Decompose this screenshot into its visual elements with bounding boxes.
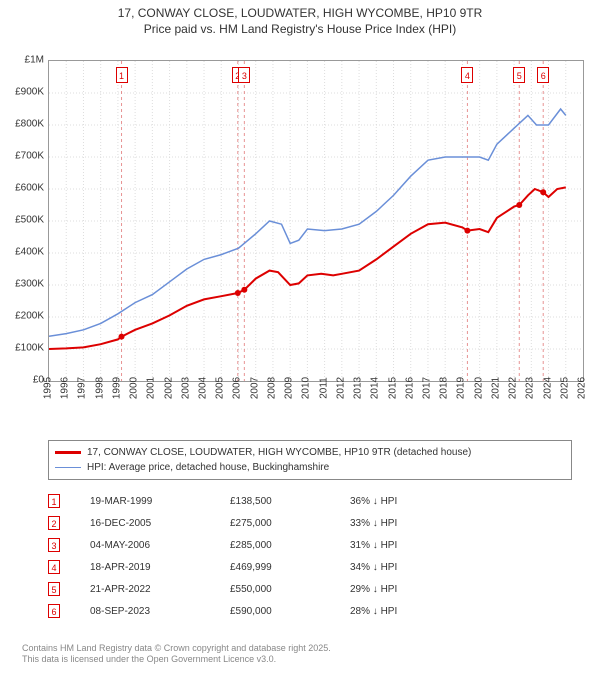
tx-date: 16-DEC-2005 bbox=[90, 518, 230, 529]
legend-swatch-property bbox=[55, 451, 81, 454]
tx-diff: 34% ↓ HPI bbox=[350, 562, 450, 573]
x-axis-label: 1999 bbox=[111, 377, 122, 399]
y-axis-label: £200K bbox=[0, 311, 44, 322]
x-axis-label: 2007 bbox=[249, 377, 260, 399]
x-axis-label: 2009 bbox=[284, 377, 295, 399]
y-axis-label: £800K bbox=[0, 119, 44, 130]
x-axis-label: 1996 bbox=[60, 377, 71, 399]
chart-marker: 1 bbox=[116, 67, 128, 83]
x-axis-label: 1998 bbox=[94, 377, 105, 399]
tx-marker: 3 bbox=[48, 538, 60, 552]
transaction-table: 1 19-MAR-1999£138,50036% ↓ HPI 2 16-DEC-200… bbox=[48, 490, 450, 622]
tx-diff: 36% ↓ HPI bbox=[350, 496, 450, 507]
footer-line-2: This data is licensed under the Open Gov… bbox=[22, 654, 331, 666]
x-axis-label: 2020 bbox=[473, 377, 484, 399]
legend-label-hpi: HPI: Average price, detached house, Buck… bbox=[87, 460, 329, 475]
chart-marker: 3 bbox=[238, 67, 250, 83]
x-axis-label: 2026 bbox=[577, 377, 588, 399]
x-axis-label: 2011 bbox=[318, 377, 329, 399]
x-axis-label: 2006 bbox=[232, 377, 243, 399]
tx-diff: 31% ↓ HPI bbox=[350, 540, 450, 551]
tx-date: 19-MAR-1999 bbox=[90, 496, 230, 507]
x-axis-label: 2005 bbox=[215, 377, 226, 399]
tx-diff: 28% ↓ HPI bbox=[350, 606, 450, 617]
title-line-1: 17, CONWAY CLOSE, LOUDWATER, HIGH WYCOMB… bbox=[0, 6, 600, 22]
tx-price: £550,000 bbox=[230, 584, 350, 595]
chart-container: 17, CONWAY CLOSE, LOUDWATER, HIGH WYCOMB… bbox=[0, 0, 600, 680]
legend-label-property: 17, CONWAY CLOSE, LOUDWATER, HIGH WYCOMB… bbox=[87, 445, 471, 460]
x-axis-label: 2003 bbox=[180, 377, 191, 399]
tx-marker: 2 bbox=[48, 516, 60, 530]
x-axis-label: 2002 bbox=[163, 377, 174, 399]
tx-price: £590,000 bbox=[230, 606, 350, 617]
footer: Contains HM Land Registry data © Crown c… bbox=[22, 643, 331, 666]
x-axis-label: 2015 bbox=[387, 377, 398, 399]
x-axis-label: 2001 bbox=[146, 377, 157, 399]
x-axis-label: 2018 bbox=[439, 377, 450, 399]
tx-diff: 29% ↓ HPI bbox=[350, 584, 450, 595]
x-axis-label: 2013 bbox=[353, 377, 364, 399]
y-axis-label: £300K bbox=[0, 279, 44, 290]
chart-marker: 4 bbox=[461, 67, 473, 83]
tx-price: £285,000 bbox=[230, 540, 350, 551]
x-axis-label: 2012 bbox=[335, 377, 346, 399]
table-row: 4 18-APR-2019£469,99934% ↓ HPI bbox=[48, 556, 450, 578]
x-axis-label: 2023 bbox=[525, 377, 536, 399]
y-axis-label: £700K bbox=[0, 151, 44, 162]
chart-marker: 5 bbox=[513, 67, 525, 83]
x-axis-label: 2008 bbox=[266, 377, 277, 399]
y-axis-label: £100K bbox=[0, 343, 44, 354]
y-axis-label: £900K bbox=[0, 87, 44, 98]
tx-price: £138,500 bbox=[230, 496, 350, 507]
tx-diff: 33% ↓ HPI bbox=[350, 518, 450, 529]
y-axis-label: £500K bbox=[0, 215, 44, 226]
legend-row-hpi: HPI: Average price, detached house, Buck… bbox=[55, 460, 565, 475]
table-row: 3 04-MAY-2006£285,00031% ↓ HPI bbox=[48, 534, 450, 556]
x-axis-label: 2025 bbox=[559, 377, 570, 399]
legend-row-property: 17, CONWAY CLOSE, LOUDWATER, HIGH WYCOMB… bbox=[55, 445, 565, 460]
tx-date: 04-MAY-2006 bbox=[90, 540, 230, 551]
x-axis-label: 1997 bbox=[77, 377, 88, 399]
table-row: 2 16-DEC-2005£275,00033% ↓ HPI bbox=[48, 512, 450, 534]
title-block: 17, CONWAY CLOSE, LOUDWATER, HIGH WYCOMB… bbox=[0, 0, 600, 37]
plot-area: 123456 bbox=[48, 60, 584, 382]
y-axis-label: £1M bbox=[0, 55, 44, 66]
x-axis-label: 1995 bbox=[43, 377, 54, 399]
x-axis-label: 2016 bbox=[404, 377, 415, 399]
tx-marker: 1 bbox=[48, 494, 60, 508]
x-axis-label: 2010 bbox=[301, 377, 312, 399]
x-axis-label: 2000 bbox=[129, 377, 140, 399]
x-axis-label: 2019 bbox=[456, 377, 467, 399]
table-row: 1 19-MAR-1999£138,50036% ↓ HPI bbox=[48, 490, 450, 512]
x-axis-label: 2022 bbox=[508, 377, 519, 399]
y-axis-label: £400K bbox=[0, 247, 44, 258]
x-axis-label: 2017 bbox=[421, 377, 432, 399]
tx-date: 21-APR-2022 bbox=[90, 584, 230, 595]
y-axis-label: £0 bbox=[0, 375, 44, 386]
x-axis-label: 2014 bbox=[370, 377, 381, 399]
x-axis-label: 2021 bbox=[490, 377, 501, 399]
table-row: 5 21-APR-2022£550,00029% ↓ HPI bbox=[48, 578, 450, 600]
legend: 17, CONWAY CLOSE, LOUDWATER, HIGH WYCOMB… bbox=[48, 440, 572, 480]
title-line-2: Price paid vs. HM Land Registry's House … bbox=[0, 22, 600, 38]
tx-price: £469,999 bbox=[230, 562, 350, 573]
tx-price: £275,000 bbox=[230, 518, 350, 529]
footer-line-1: Contains HM Land Registry data © Crown c… bbox=[22, 643, 331, 655]
x-axis-label: 2024 bbox=[542, 377, 553, 399]
y-axis-label: £600K bbox=[0, 183, 44, 194]
tx-date: 18-APR-2019 bbox=[90, 562, 230, 573]
tx-marker: 5 bbox=[48, 582, 60, 596]
chart-area: £0 £100K £200K £300K £400K £500K £600K £700K £80… bbox=[0, 48, 600, 428]
table-row: 6 08-SEP-2023£590,00028% ↓ HPI bbox=[48, 600, 450, 622]
legend-swatch-hpi bbox=[55, 467, 81, 468]
tx-date: 08-SEP-2023 bbox=[90, 606, 230, 617]
chart-marker: 6 bbox=[537, 67, 549, 83]
tx-marker: 6 bbox=[48, 604, 60, 618]
x-axis-label: 2004 bbox=[198, 377, 209, 399]
plot-svg bbox=[49, 61, 583, 381]
tx-marker: 4 bbox=[48, 560, 60, 574]
